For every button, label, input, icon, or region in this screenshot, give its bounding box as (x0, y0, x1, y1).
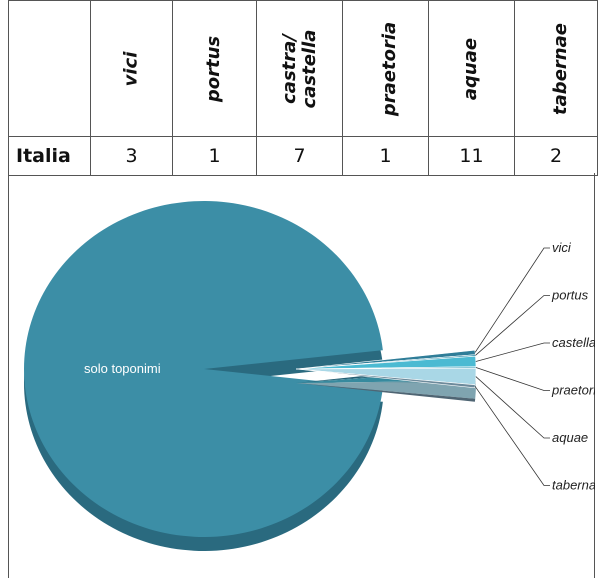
slice-label-aquae: aquae (552, 430, 588, 445)
table-header-row: vici portus castra/ castella praetoria a… (8, 0, 598, 137)
pie-chart-panel: solo toponimi vici portus castella praetoria… (8, 173, 595, 578)
counts-table: vici portus castra/ castella praetoria a… (8, 0, 598, 176)
header-cell-portus: portus (172, 0, 257, 137)
slice-label-vici: vici (552, 240, 572, 255)
header-cell-empty (8, 0, 91, 137)
value-cell-tabernae: 2 (514, 136, 598, 176)
value-cell-castra-castella: 7 (256, 136, 343, 176)
slice-label-tabernae: tabernae (552, 478, 595, 493)
value-cell-aquae: 11 (428, 136, 515, 176)
leader-line-tabernae (474, 386, 550, 486)
leader-line-vici (474, 247, 550, 353)
pie-slice-side-tabernae (296, 383, 476, 402)
leader-line-praetoria (475, 367, 550, 391)
leader-line-aquae (475, 376, 550, 439)
header-cell-vici: vici (90, 0, 173, 137)
slice-label-castella: castella (552, 335, 595, 350)
table-row: Italia 3 1 7 1 11 2 (8, 136, 598, 176)
pie-slice-solo-toponimi (24, 201, 383, 537)
pie-slice-side-aquae (296, 382, 476, 399)
value-cell-praetoria: 1 (342, 136, 429, 176)
slice-label-portus: portus (551, 288, 589, 303)
slice-label-praetoria: praetoria (551, 383, 595, 398)
header-cell-castra-castella: castra/ castella (256, 0, 343, 137)
value-cell-portus: 1 (172, 136, 257, 176)
pie-chart: solo toponimi vici portus castella praetoria… (24, 201, 595, 551)
header-cell-aquae: aquae (428, 0, 515, 137)
header-cell-tabernae: tabernae (514, 0, 598, 137)
header-cell-praetoria: praetoria (342, 0, 429, 137)
value-cell-vici: 3 (90, 136, 173, 176)
slice-label-solo-toponimi: solo toponimi (84, 361, 161, 376)
row-label-italia: Italia (8, 136, 91, 176)
leader-line-portus (475, 295, 550, 356)
pie-slice-tabernae (295, 368, 476, 389)
leader-line-castella (475, 342, 550, 362)
